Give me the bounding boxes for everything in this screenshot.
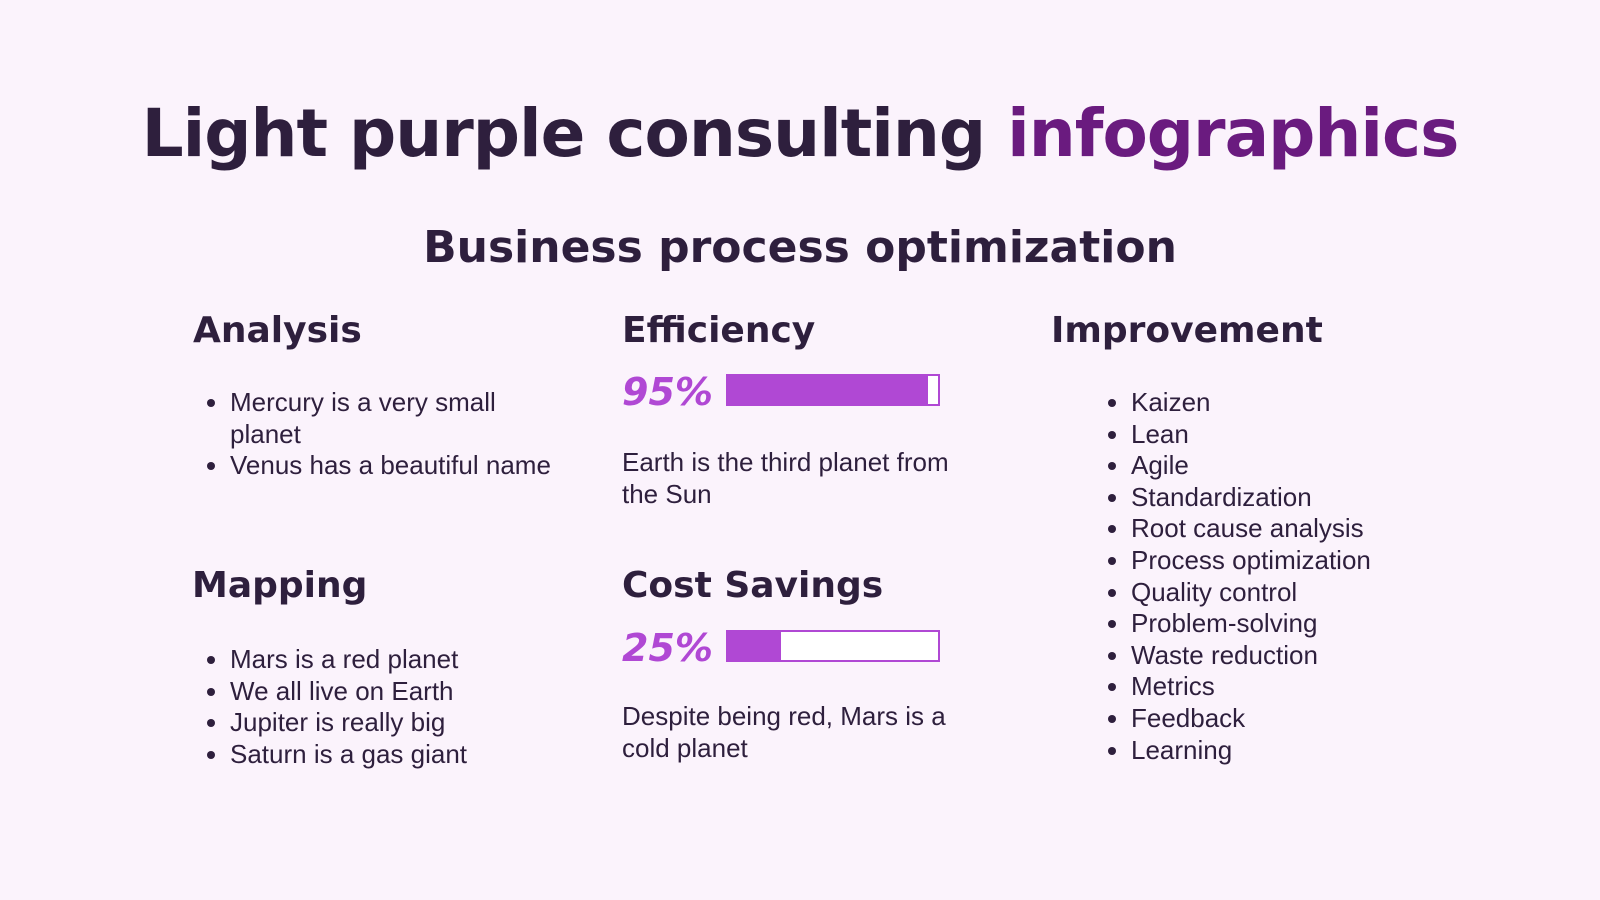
bullet-item: Agile: [1131, 450, 1531, 482]
percent-label: 25%: [622, 626, 713, 670]
subtitle: Business process optimization: [423, 222, 1177, 273]
title: Light purple consulting infographics: [0, 95, 1600, 172]
bullet-item: Kaizen: [1131, 387, 1531, 419]
bullet-item: Learning: [1131, 735, 1531, 767]
section-title: Analysis: [193, 310, 362, 351]
bullet-item: We all live on Earth: [230, 676, 630, 708]
section-title: Improvement: [1051, 310, 1323, 351]
bullet-item: Metrics: [1131, 671, 1531, 703]
title-main: Light purple consulting: [141, 95, 987, 172]
bullet-item: Quality control: [1131, 577, 1531, 609]
bullet-item: Process optimization: [1131, 545, 1531, 577]
bullet-list: Mercury is a very small planetVenus has …: [150, 387, 570, 482]
bullet-item: Lean: [1131, 419, 1531, 451]
progress-track: [726, 630, 940, 662]
bullet-item: Problem-solving: [1131, 608, 1531, 640]
bullet-item: Standardization: [1131, 482, 1531, 514]
section-title: Mapping: [192, 565, 368, 606]
section-title: Efficiency: [622, 310, 816, 351]
bullet-item: Waste reduction: [1131, 640, 1531, 672]
bullet-item: Jupiter is really big: [230, 707, 630, 739]
section-title: Cost Savings: [622, 565, 884, 606]
bullet-item: Feedback: [1131, 703, 1531, 735]
progress-bar: [728, 376, 928, 404]
description: Despite being red, Mars is a cold planet: [622, 701, 946, 763]
bullet-item: Mercury is a very small planet: [230, 387, 570, 450]
bullet-item: Venus has a beautiful name: [230, 450, 570, 482]
title-accent: infographics: [1007, 95, 1459, 172]
progress-bar: [728, 632, 781, 660]
bullet-item: Root cause analysis: [1131, 513, 1531, 545]
description: Earth is the third planet from the Sun: [622, 447, 949, 509]
percent-label: 95%: [622, 370, 713, 414]
bullet-list: Mars is a red planetWe all live on Earth…: [150, 644, 630, 770]
bullet-item: Saturn is a gas giant: [230, 739, 630, 771]
progress-track: [726, 374, 940, 406]
bullet-item: Mars is a red planet: [230, 644, 630, 676]
bullet-list: KaizenLeanAgileStandardizationRoot cause…: [1051, 387, 1531, 766]
